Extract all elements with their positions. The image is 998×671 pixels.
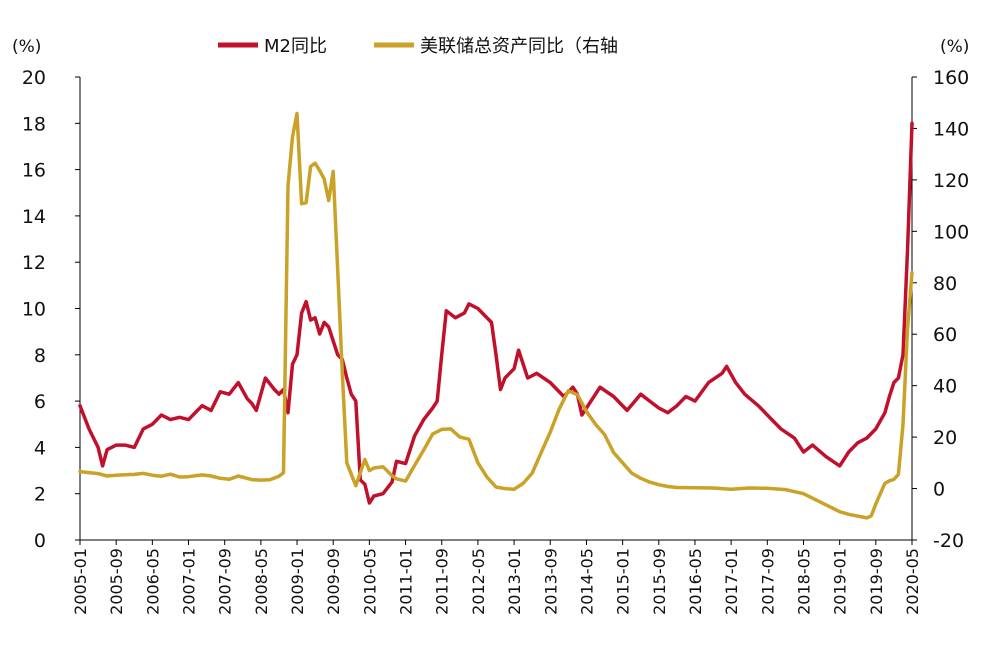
x-axis-tick-label: 2019-09 bbox=[867, 548, 886, 615]
left-axis-tick-label: 0 bbox=[34, 530, 46, 552]
left-axis-tick-label: 2 bbox=[34, 484, 46, 506]
series-line-m2 bbox=[78, 121, 914, 505]
left-axis-tick-label: 16 bbox=[22, 160, 46, 182]
left-axis-tick-label: 4 bbox=[34, 437, 46, 459]
left-axis-tick-label: 14 bbox=[22, 206, 46, 228]
right-axis-tick-label: 140 bbox=[933, 118, 969, 140]
legend: M2同比 美联储总资产同比（右轴 bbox=[218, 36, 618, 57]
x-axis-tick-label: 2015-01 bbox=[614, 548, 633, 615]
left-axis-tick-label: 12 bbox=[22, 252, 46, 274]
x-axis-tick-label: 2011-09 bbox=[433, 548, 452, 615]
left-axis-tick-label: 8 bbox=[34, 345, 46, 367]
x-axis-tick-label: 2013-09 bbox=[541, 548, 560, 615]
left-unit-label: (%) bbox=[12, 37, 41, 57]
x-axis-tick-label: 2017-01 bbox=[722, 548, 741, 615]
x-axis-tick-label: 2019-01 bbox=[831, 548, 850, 615]
x-axis-tick-label: 2013-01 bbox=[505, 548, 524, 615]
right-axis-tick-label: 120 bbox=[933, 170, 969, 192]
left-axis-tick-label: 10 bbox=[22, 299, 46, 321]
x-axis-tick-label: 2010-05 bbox=[360, 548, 379, 615]
x-axis-tick-label: 2009-01 bbox=[288, 548, 307, 615]
left-axis-tick-label: 20 bbox=[22, 67, 46, 89]
x-axis-tick-label: 2005-01 bbox=[71, 548, 90, 615]
x-axis-tick-label: 2007-01 bbox=[180, 548, 199, 615]
x-axis-tick-label: 2014-05 bbox=[577, 548, 596, 615]
x-axis-tick-label: 2008-05 bbox=[252, 548, 271, 615]
right-axis-tick-label: 80 bbox=[933, 273, 957, 295]
left-axis-tick-label: 18 bbox=[22, 113, 46, 135]
x-axis-tick-label: 2005-09 bbox=[107, 548, 126, 615]
right-axis-tick-label: -20 bbox=[933, 530, 964, 552]
left-axis-tick-label: 6 bbox=[34, 391, 46, 413]
x-axis-tick-label: 2011-01 bbox=[397, 548, 416, 615]
x-axis-tick-label: 2018-05 bbox=[794, 548, 813, 615]
right-unit-label: (%) bbox=[940, 37, 969, 57]
legend-label-m2: M2同比 bbox=[264, 36, 327, 57]
right-axis-tick-label: 20 bbox=[933, 427, 957, 449]
axes: 0 2 4 6 8 10 12 14 16 18 20 -20 0 20 40 60 80 100 120 140 16… bbox=[22, 67, 969, 615]
x-axis-tick-label: 2015-09 bbox=[650, 548, 669, 615]
x-axis-tick-label: 2017-09 bbox=[758, 548, 777, 615]
x-axis-tick-label: 2006-05 bbox=[143, 548, 162, 615]
legend-label-fed: 美联储总资产同比（右轴 bbox=[420, 36, 618, 57]
right-axis-tick-label: 40 bbox=[933, 376, 957, 398]
right-axis-tick-label: 0 bbox=[933, 479, 945, 501]
x-axis-tick-label: 2020-05 bbox=[903, 548, 922, 615]
right-axis-tick-label: 60 bbox=[933, 324, 957, 346]
right-axis-tick-label: 100 bbox=[933, 221, 969, 243]
x-axis-tick-label: 2016-05 bbox=[686, 548, 705, 615]
x-axis-tick-label: 2009-09 bbox=[324, 548, 343, 615]
series-line-fed-assets bbox=[78, 111, 914, 520]
x-axis-tick-label: 2007-09 bbox=[216, 548, 235, 615]
right-axis-tick-label: 160 bbox=[933, 67, 969, 89]
x-axis-tick-label: 2012-05 bbox=[469, 548, 488, 615]
series-layer bbox=[78, 111, 914, 520]
